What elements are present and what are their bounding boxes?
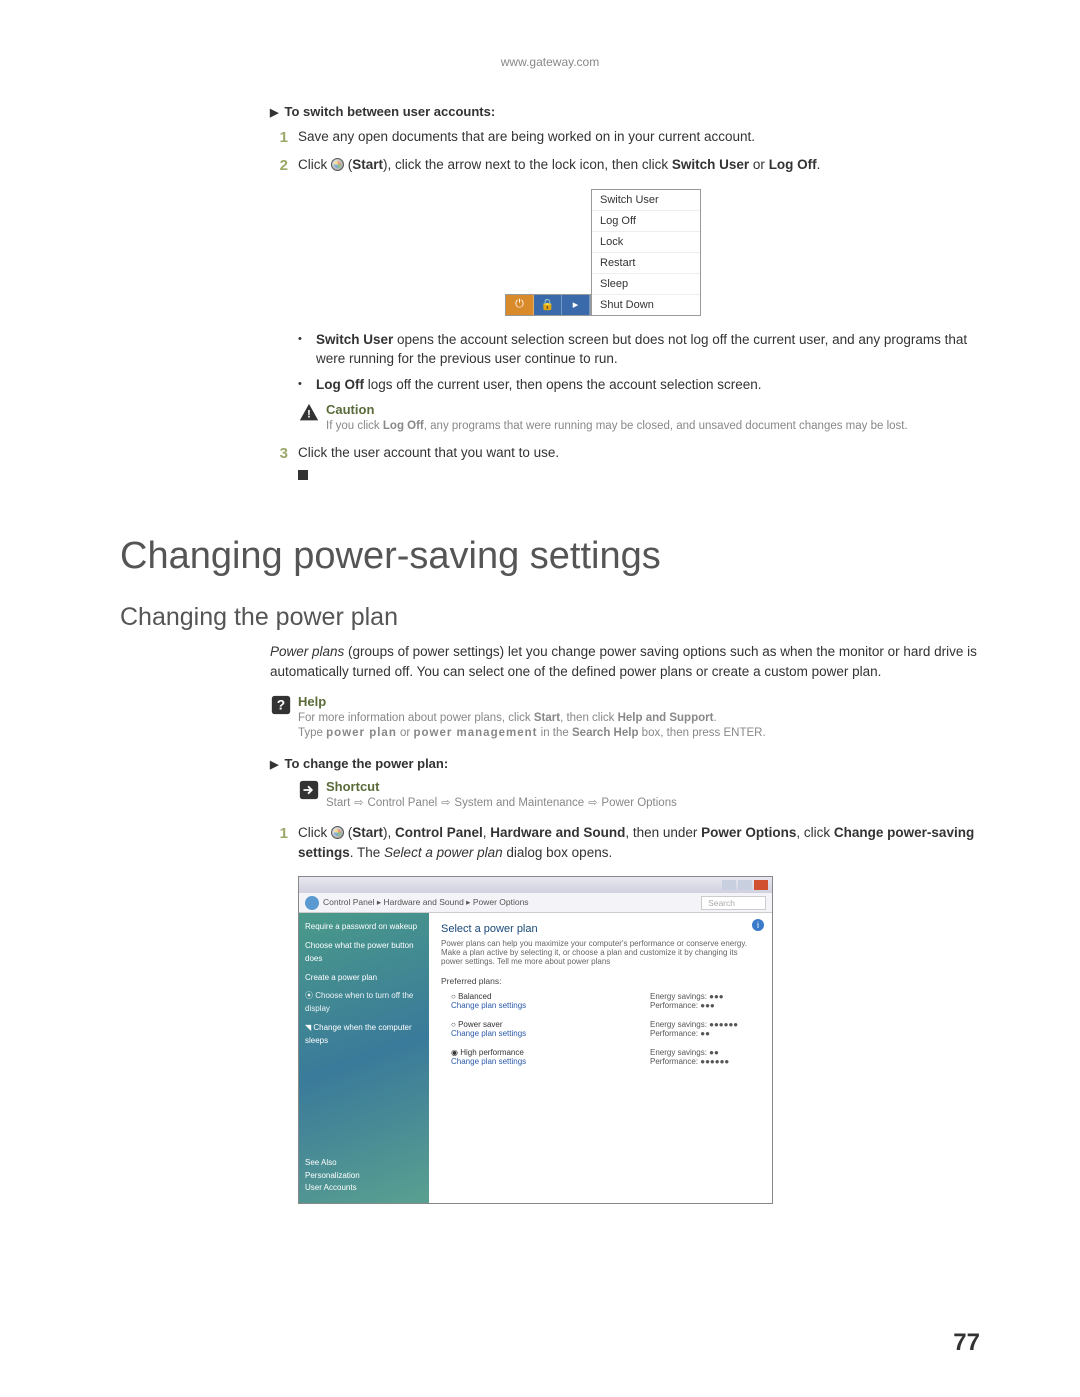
heading-changing-power-plan: Changing the power plan — [120, 603, 980, 632]
step-2: 2 Click (Start), click the arrow next to… — [270, 155, 980, 177]
power-options-dialog-figure: Control Panel ▸ Hardware and Sound ▸ Pow… — [298, 876, 773, 1204]
dialog-titlebar — [299, 877, 772, 893]
procedure-switch-accounts: ▶ To switch between user accounts: 1 Save… — [270, 104, 980, 480]
heading-changing-power-saving: Changing power-saving settings — [120, 535, 980, 578]
sidebar-link: User Accounts — [305, 1182, 423, 1195]
caution-text: If you click Log Off, any programs that … — [326, 419, 980, 435]
sidebar-link: See Also — [305, 1157, 423, 1170]
power-plan-intro: Power plans (groups of power settings) l… — [270, 642, 980, 681]
help-note: ? Help For more information about power … — [270, 694, 980, 742]
menu-item: Sleep — [592, 274, 700, 295]
dialog-heading: Select a power plan — [441, 923, 760, 935]
minimize-icon — [722, 880, 736, 890]
step-number: 2 — [270, 155, 298, 177]
bullet-icon: • — [298, 375, 316, 393]
dialog-main: i Select a power plan Power plans can he… — [429, 913, 772, 1203]
maximize-icon — [738, 880, 752, 890]
help-text: For more information about power plans, … — [298, 711, 980, 742]
plan-row: ◉ High performanceChange plan settings E… — [441, 1048, 760, 1066]
menu-item: Switch User — [592, 190, 700, 211]
sidebar-link: Create a power plan — [305, 972, 423, 985]
shutdown-menu-list: Switch User Log Off Lock Restart Sleep S… — [591, 189, 701, 316]
step-text: Click (Start), click the arrow next to t… — [298, 155, 980, 175]
arrow-icon: ▶ — [270, 106, 278, 119]
step-text: Save any open documents that are being w… — [298, 127, 980, 147]
menu-item: Lock — [592, 232, 700, 253]
arrow-icon: ▸ — [562, 295, 590, 315]
arrow-icon: ▶ — [270, 758, 278, 771]
lock-icon: 🔒 — [534, 295, 562, 315]
step-number: 1 — [270, 823, 298, 845]
bullet-log-off: • Log Off logs off the current user, the… — [298, 375, 980, 395]
preferred-plans-label: Preferred plans: — [441, 976, 760, 986]
svg-text:?: ? — [277, 697, 285, 712]
procedure-title-text: To switch between user accounts: — [284, 104, 495, 119]
caution-title: Caution — [326, 402, 980, 417]
sidebar-link: Choose when to turn off the display — [305, 991, 413, 1013]
start-orb-icon — [331, 158, 344, 171]
shutdown-menu-figure: ⏻ 🔒 ▸ Switch User Log Off Lock Restart S… — [505, 189, 745, 316]
shortcut-note: Shortcut Start⇨Control Panel⇨System and … — [298, 779, 980, 812]
page-header-url: www.gateway.com — [120, 55, 980, 69]
step-number: 1 — [270, 127, 298, 149]
page-number: 77 — [953, 1329, 980, 1357]
svg-text:!: ! — [307, 409, 311, 421]
shortcut-path: Start⇨Control Panel⇨System and Maintenan… — [326, 796, 980, 812]
step-1: 1 Save any open documents that are being… — [270, 127, 980, 149]
dialog-sidebar: Require a password on wakeup Choose what… — [299, 913, 429, 1203]
step-text: Click (Start), Control Panel, Hardware a… — [298, 823, 980, 862]
step-text: Click the user account that you want to … — [298, 443, 980, 463]
search-box: Search — [701, 896, 766, 910]
sidebar-link: Choose what the power button does — [305, 940, 423, 966]
step-3: 3 Click the user account that you want t… — [270, 443, 980, 465]
plan-row: ○ BalancedChange plan settings Energy sa… — [441, 992, 760, 1010]
step-1: 1 Click (Start), Control Panel, Hardware… — [270, 823, 980, 862]
sidebar-link: Change when the computer sleeps — [305, 1023, 412, 1045]
caution-icon: ! — [298, 402, 320, 424]
help-icon: ? — [270, 694, 292, 716]
procedure-title: ▶ To change the power plan: — [270, 756, 980, 771]
start-orb-icon — [331, 826, 344, 839]
end-of-procedure-icon — [298, 470, 308, 480]
sidebar-link: Personalization — [305, 1170, 423, 1183]
shortcut-icon — [298, 779, 320, 801]
dialog-description: Power plans can help you maximize your c… — [441, 939, 760, 966]
bullet-icon: • — [298, 330, 316, 348]
info-icon: i — [752, 919, 764, 931]
menu-item: Restart — [592, 253, 700, 274]
close-icon — [754, 880, 768, 890]
procedure-title-text: To change the power plan: — [284, 756, 448, 771]
caution-note: ! Caution If you click Log Off, any prog… — [298, 402, 980, 435]
menu-item: Shut Down — [592, 295, 700, 315]
shortcut-title: Shortcut — [326, 779, 980, 794]
back-icon — [305, 896, 319, 910]
dialog-breadcrumb: Control Panel ▸ Hardware and Sound ▸ Pow… — [299, 893, 772, 913]
sidebar-link: Require a password on wakeup — [305, 921, 423, 934]
help-title: Help — [298, 694, 980, 709]
menu-item: Log Off — [592, 211, 700, 232]
step-number: 3 — [270, 443, 298, 465]
bullet-switch-user: • Switch User opens the account selectio… — [298, 330, 980, 369]
plan-row: ○ Power saverChange plan settings Energy… — [441, 1020, 760, 1038]
power-icon: ⏻ — [506, 295, 534, 315]
start-bar: ⏻ 🔒 ▸ — [505, 294, 591, 316]
procedure-title: ▶ To switch between user accounts: — [270, 104, 980, 119]
